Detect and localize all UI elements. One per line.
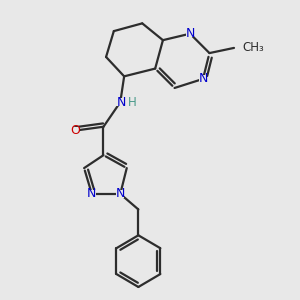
Bar bbox=[71, 127, 79, 134]
Bar bbox=[88, 190, 96, 198]
Bar bbox=[186, 30, 194, 37]
Text: N: N bbox=[185, 27, 195, 40]
Text: N: N bbox=[117, 96, 126, 109]
Text: N: N bbox=[116, 188, 125, 200]
Text: H: H bbox=[128, 96, 136, 109]
Text: CH₃: CH₃ bbox=[242, 41, 264, 54]
Bar bbox=[115, 98, 126, 106]
Bar bbox=[116, 190, 124, 198]
Text: N: N bbox=[198, 72, 208, 86]
Text: O: O bbox=[70, 124, 80, 137]
Bar bbox=[199, 75, 207, 82]
Text: N: N bbox=[87, 188, 97, 200]
